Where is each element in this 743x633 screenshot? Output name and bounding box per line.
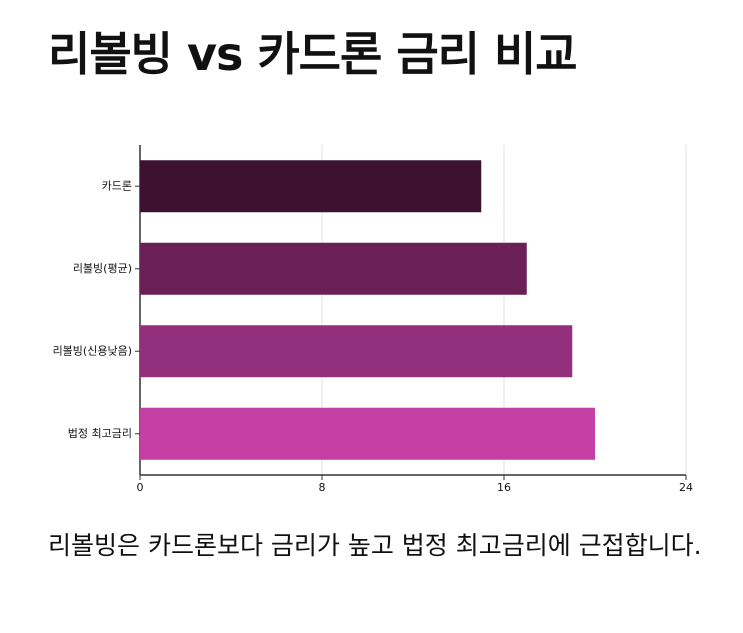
x-tick-label: 16	[497, 481, 511, 494]
x-tick-label: 8	[319, 481, 326, 494]
x-tick-label: 24	[679, 481, 693, 494]
y-tick-label: 리볼빙(평균)	[73, 262, 132, 275]
bar	[140, 160, 482, 213]
bar	[140, 242, 527, 295]
chart-title: 리볼빙 vs 카드론 금리 비교	[48, 27, 578, 81]
y-tick-label: 카드론	[102, 179, 132, 192]
bar	[140, 407, 595, 460]
y-tick-label: 법정 최고금리	[68, 427, 132, 440]
x-tick-label: 0	[137, 481, 144, 494]
chart-caption: 리볼빙은 카드론보다 금리가 높고 법정 최고금리에 근접합니다.	[48, 531, 702, 560]
bar	[140, 325, 573, 378]
y-tick-label: 리볼빙(신용낮음)	[53, 344, 132, 357]
